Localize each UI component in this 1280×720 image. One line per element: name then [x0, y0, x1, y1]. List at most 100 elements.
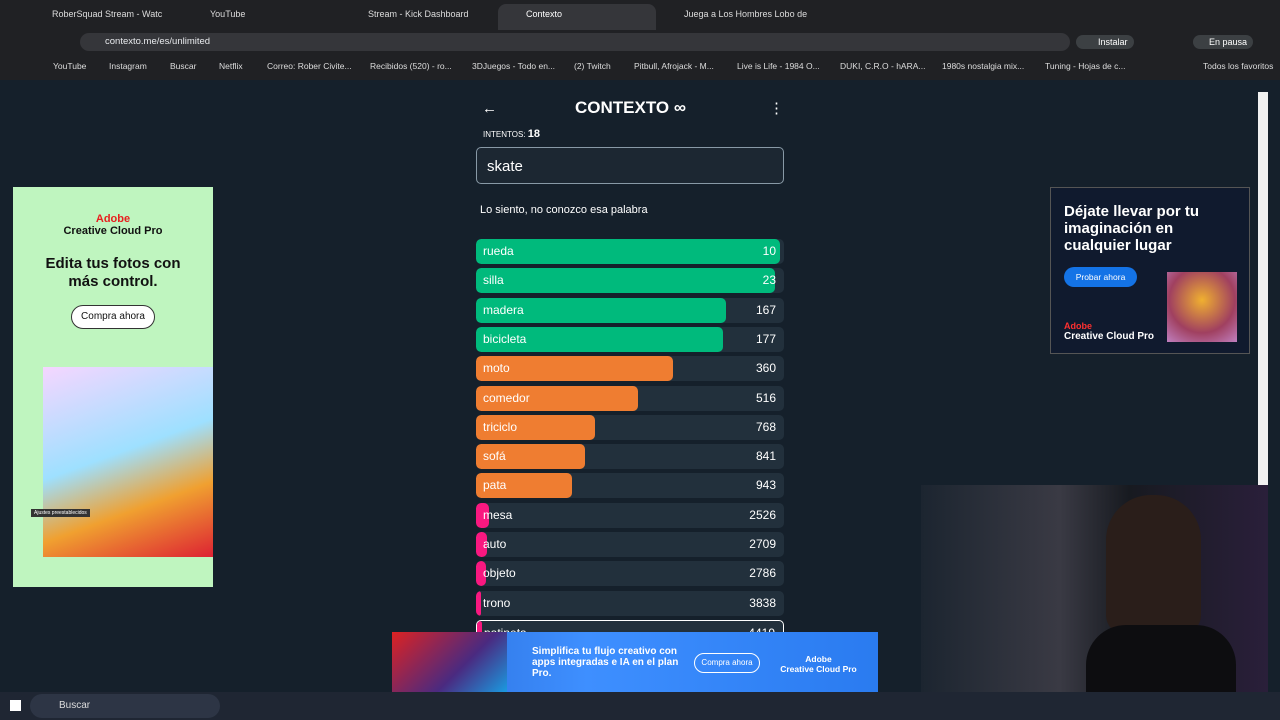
ad-product: Creative Cloud Pro: [780, 664, 857, 674]
back-arrow[interactable]: ←: [482, 100, 497, 117]
word: auto: [483, 537, 507, 551]
word-row: mesa 2526: [476, 502, 784, 528]
webcam-overlay: [921, 485, 1268, 710]
ad-button[interactable]: Probar ahora: [1064, 267, 1137, 287]
ad-brand: Adobe: [95, 213, 131, 225]
rank-bar: [476, 590, 481, 616]
rank: 516: [755, 390, 776, 405]
bookmark[interactable]: Instagram: [109, 61, 147, 71]
rank-bar: [476, 326, 724, 352]
search-text: Buscar: [59, 700, 91, 711]
game-title: CONTEXTO ∞: [575, 98, 686, 117]
rank-bar: [476, 532, 487, 557]
bookmark[interactable]: DUKI, C.R.O - hARA...: [840, 61, 926, 71]
taskbar: Buscar: [0, 692, 1280, 720]
tab[interactable]: Juega a Los Hombres Lobo de: [684, 9, 808, 19]
ad-headline: Déjate llevar por tu imaginación en cual…: [1064, 203, 1200, 254]
rank-bar: [476, 561, 486, 587]
ad-right[interactable]: Déjate llevar por tu imaginación en cual…: [1050, 187, 1250, 354]
ad-bottom[interactable]: Simplifica tu flujo creativo con apps in…: [392, 632, 878, 692]
ad-logo: Adobe Creative Cloud Pro: [776, 654, 861, 674]
word: pata: [483, 478, 507, 493]
ad-caption: Ajustes preestablecidos: [31, 509, 90, 517]
browser-chrome: RoberSquad Stream - Watc YouTube Stream - …: [0, 0, 1280, 80]
tab[interactable]: RoberSquad Stream - Watc: [52, 9, 163, 19]
ad-product: Creative Cloud Pro: [63, 225, 163, 237]
bookmark[interactable]: Buscar: [170, 61, 197, 71]
bookmark[interactable]: 3DJuegos - Todo en...: [472, 61, 556, 71]
title-text: CONTEXTO: [575, 98, 670, 117]
attempts-count: 18: [527, 128, 541, 140]
word-row: sofá 841: [476, 444, 784, 470]
rank-bar: [477, 620, 482, 632]
all-bookmarks[interactable]: Todos los favoritos: [1203, 61, 1274, 71]
rank: 177: [755, 331, 776, 346]
ad-button[interactable]: Compra ahora: [694, 653, 760, 673]
address-bar[interactable]: contexto.me/es/unlimited: [80, 33, 1070, 51]
bookmark[interactable]: Correo: Rober Civite...: [267, 61, 352, 71]
bookmark[interactable]: 1980s nostalgia mix...: [942, 61, 1025, 71]
scrollbar[interactable]: [1258, 92, 1268, 692]
word: bicicleta: [483, 331, 527, 346]
rank: 167: [755, 302, 776, 317]
word-row: bicicleta 177: [476, 326, 784, 352]
word: comedor: [483, 390, 530, 405]
tab[interactable]: Contexto: [498, 4, 656, 30]
bookmark[interactable]: Live is Life - 1984 O...: [737, 61, 820, 71]
ad-button[interactable]: Compra ahora: [71, 305, 155, 329]
word-row: objeto 2786: [476, 561, 784, 587]
profile-button[interactable]: En pausa: [1193, 35, 1254, 49]
ad-headline: Edita tus fotos con más control.: [45, 255, 181, 290]
rank-bar: [476, 444, 585, 470]
ad-product: Creative Cloud Pro: [1064, 331, 1155, 342]
message: Lo siento, no conozco esa palabra: [480, 204, 648, 216]
bookmark[interactable]: Recibidos (520) - ro...: [370, 61, 452, 71]
streamer: [1106, 495, 1201, 635]
ad-left[interactable]: Adobe Creative Cloud Pro Edita tus fotos…: [13, 187, 213, 587]
rank: 2709: [749, 537, 776, 551]
rank: 2526: [749, 507, 776, 522]
word: moto: [483, 361, 510, 376]
bookmark[interactable]: YouTube: [53, 61, 87, 71]
search-box[interactable]: Buscar: [30, 694, 220, 718]
word-row: trono 3838: [476, 590, 784, 616]
bookmark[interactable]: Pitbull, Afrojack - M...: [634, 61, 714, 71]
rank-bar: [476, 239, 781, 264]
word: mesa: [483, 507, 513, 522]
menu-button[interactable]: ⋮: [769, 100, 784, 117]
ad-image: [1167, 272, 1237, 342]
word-row: comedor 516: [476, 385, 784, 411]
word: sofá: [483, 449, 506, 464]
word-row: silla 23: [476, 268, 784, 294]
word: triciclo: [483, 419, 518, 434]
ad-headline: Simplifica tu flujo creativo con apps in…: [532, 646, 679, 679]
rank-bar: [476, 268, 776, 294]
ad-brand: Adobe: [1064, 321, 1092, 331]
start-button[interactable]: [10, 700, 21, 711]
rank: 841: [755, 449, 776, 464]
word-list: rueda 10 silla 23 madera 167 bicicleta 177 moto 3…: [476, 239, 784, 632]
attempts-label: INTENTOS:: [483, 130, 526, 139]
word: rueda: [483, 244, 514, 258]
url: contexto.me/es/unlimited: [105, 36, 211, 47]
word: madera: [483, 302, 524, 317]
bookmark[interactable]: Netflix: [219, 61, 243, 71]
tab[interactable]: Stream - Kick Dashboard: [368, 9, 469, 19]
ad-brand: Adobe: [805, 654, 832, 664]
word: objeto: [483, 566, 516, 581]
tab[interactable]: YouTube: [210, 9, 246, 19]
word-row: patineta 4419: [476, 619, 784, 632]
attempts: INTENTOS: 18: [483, 128, 540, 140]
guess-text: skate: [487, 158, 523, 175]
bookmark[interactable]: Tuning - Hojas de c...: [1045, 61, 1126, 71]
word-row: moto 360: [476, 356, 784, 382]
rank-bar: [476, 356, 674, 382]
rank: 23: [762, 273, 776, 288]
rank-bar: [476, 502, 490, 528]
rank: 360: [755, 361, 776, 376]
bookmark[interactable]: (2) Twitch: [574, 61, 611, 71]
guess-input[interactable]: skate: [476, 147, 784, 184]
word-row: triciclo 768: [476, 414, 784, 440]
install-button[interactable]: Instalar: [1076, 35, 1134, 49]
